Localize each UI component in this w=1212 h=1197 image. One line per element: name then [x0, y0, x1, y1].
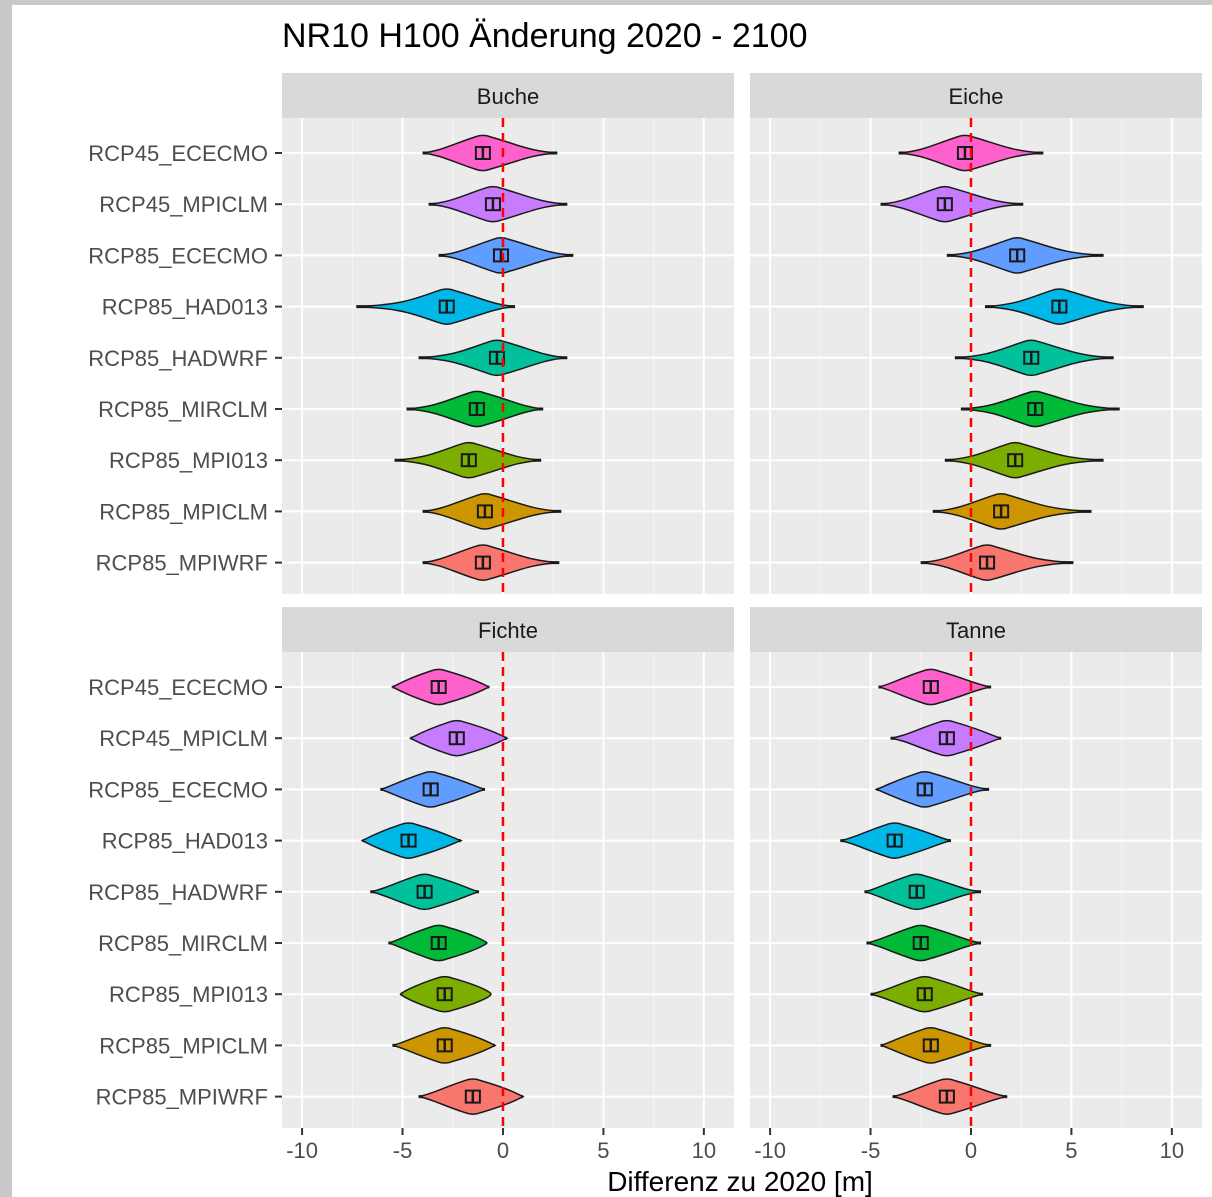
violin-RCP85_MPIWRF — [920, 544, 1074, 581]
violin-RCP85_HAD013 — [356, 288, 516, 325]
x-axis-label: Differenz zu 2020 [m] — [607, 1166, 873, 1197]
y-tick-label: RCP85_HAD013 — [102, 829, 268, 854]
y-tick-label: RCP85_MPI013 — [109, 448, 268, 473]
y-tick-label: RCP85_ECECMO — [88, 777, 268, 802]
x-tick-label: -5 — [393, 1138, 413, 1163]
facet-label: Tanne — [946, 618, 1006, 643]
y-tick-label: RCP85_MPICLM — [99, 1033, 268, 1058]
facet-label: Fichte — [478, 618, 538, 643]
x-tick-label: 0 — [497, 1138, 509, 1163]
y-tick-label: RCP85_ECECMO — [88, 243, 268, 268]
violin-RCP85_MPIWRF — [422, 544, 560, 581]
x-tick-label: -5 — [861, 1138, 881, 1163]
facet-strip — [750, 607, 1202, 652]
panel-background — [750, 652, 1202, 1128]
y-tick-label: RCP85_MPIWRF — [96, 551, 268, 576]
y-tick-label: RCP45_ECECMO — [88, 675, 268, 700]
y-tick-label: RCP85_HAD013 — [102, 295, 268, 320]
x-tick-label: 10 — [692, 1138, 716, 1163]
violin-RCP85_ECECMO — [946, 237, 1104, 274]
violin-RCP85_MPI013 — [944, 441, 1104, 479]
y-tick-label: RCP85_HADWRF — [88, 346, 268, 371]
x-tick-label: 5 — [597, 1138, 609, 1163]
violin-chart: NR10 H100 Änderung 2020 - 2100 Buche Eiche… — [88, 17, 1202, 1197]
y-tick-label: RCP85_MPIWRF — [96, 1085, 268, 1110]
y-tick-label: RCP85_HADWRF — [88, 880, 268, 905]
x-tick-label: 0 — [965, 1138, 977, 1163]
y-tick-label: RCP45_MPICLM — [99, 726, 268, 751]
y-tick-label: RCP85_MPI013 — [109, 982, 268, 1007]
x-tick-label: -10 — [286, 1138, 318, 1163]
chart-frame: NR10 H100 Änderung 2020 - 2100 Buche Eiche… — [12, 5, 1212, 1197]
facet-strip — [750, 73, 1202, 118]
y-tick-label: RCP85_MPICLM — [99, 499, 268, 524]
y-tick-label: RCP45_MPICLM — [99, 192, 268, 217]
facet-label: Buche — [477, 84, 539, 109]
x-tick-label: 10 — [1160, 1138, 1184, 1163]
violin-RCP85_MPICLM — [932, 493, 1092, 530]
y-tick-label: RCP45_ECECMO — [88, 141, 268, 166]
x-tick-label: 5 — [1065, 1138, 1077, 1163]
y-tick-label: RCP85_MIRCLM — [98, 931, 268, 956]
y-tick-label: RCP85_MIRCLM — [98, 397, 268, 422]
x-tick-label: -10 — [754, 1138, 786, 1163]
chart-title: NR10 H100 Änderung 2020 - 2100 — [282, 17, 808, 55]
facet-strip — [282, 607, 734, 652]
panel-background — [282, 652, 734, 1128]
facet-label: Eiche — [948, 84, 1003, 109]
facet-strip — [282, 73, 734, 118]
violin-RCP85_ECECMO — [874, 771, 990, 808]
